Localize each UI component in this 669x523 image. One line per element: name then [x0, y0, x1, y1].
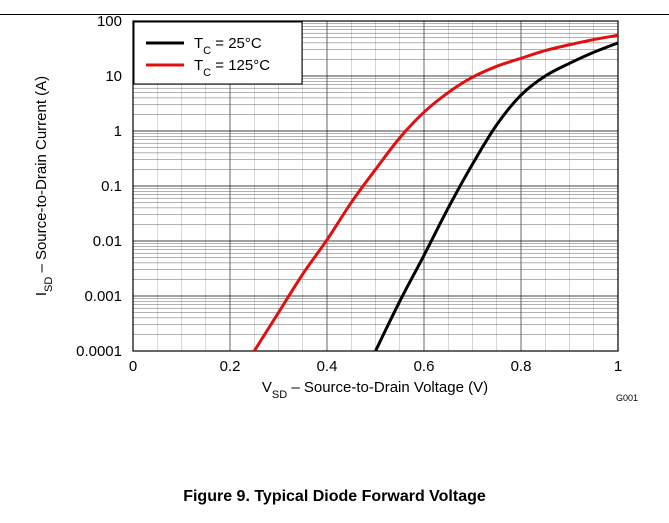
- figure-code: G001: [616, 393, 638, 403]
- legend-box: [133, 21, 303, 85]
- legend-label-0: TC = 25°C: [194, 35, 262, 57]
- series-line-0: [374, 41, 618, 351]
- x-tick-label: 0.2: [220, 358, 241, 375]
- x-tick-label: 0.4: [317, 358, 338, 375]
- y-tick-label: 0.1: [101, 178, 122, 195]
- y-tick-label: 0.0001: [76, 343, 122, 360]
- x-axis-ticks: 0 0.2 0.4 0.6 0.8 1: [129, 358, 622, 375]
- y-tick-label: 0.01: [93, 233, 122, 250]
- diode-forward-voltage-chart: TC = 25°CTC = 125°C 0 0.2 0.4 0.6 0.8 1 0.000…: [33, 13, 638, 403]
- series-line-1: [252, 33, 618, 351]
- y-tick-label: 100: [97, 13, 122, 30]
- figure-caption: Figure 9. Typical Diode Forward Voltage: [183, 488, 486, 505]
- y-tick-label: 1: [114, 123, 122, 140]
- y-tick-label: 0.001: [84, 288, 122, 305]
- y-axis-label: ISD – Source-to-Drain Current (A): [33, 76, 55, 296]
- x-tick-label: 1: [614, 358, 622, 375]
- x-axis-label: VSD – Source-to-Drain Voltage (V): [262, 379, 488, 401]
- y-axis-ticks: 0.0001 0.001 0.01 0.1 1 10 100: [76, 13, 122, 360]
- top-rule: [0, 14, 669, 15]
- legend: TC = 25°CTC = 125°C: [133, 21, 303, 85]
- x-tick-label: 0: [129, 358, 137, 375]
- series-layer: [252, 33, 618, 351]
- x-tick-label: 0.8: [511, 358, 532, 375]
- y-tick-label: 10: [105, 68, 122, 85]
- legend-label-1: TC = 125°C: [194, 57, 270, 79]
- x-tick-label: 0.6: [414, 358, 435, 375]
